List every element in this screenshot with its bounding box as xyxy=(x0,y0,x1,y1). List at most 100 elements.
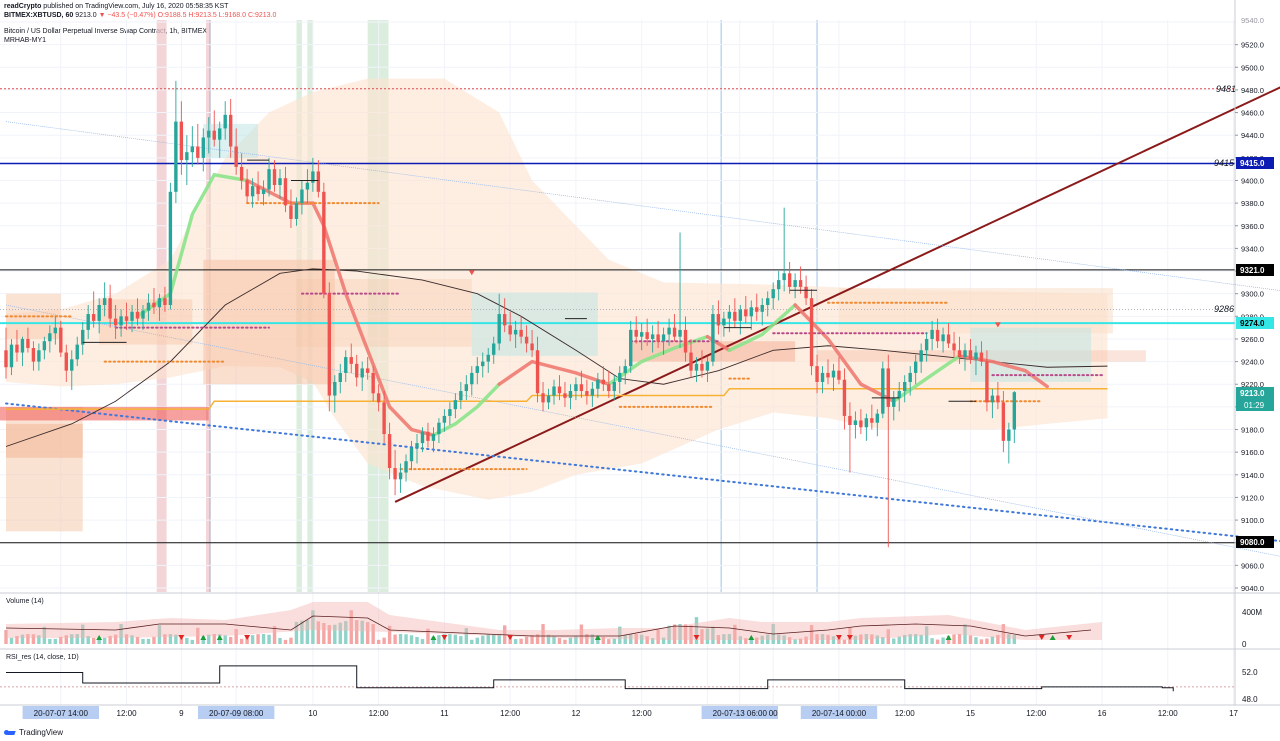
candle-body[interactable] xyxy=(4,350,8,368)
candle-body[interactable] xyxy=(168,191,173,305)
candle-body[interactable] xyxy=(492,343,496,355)
candle-body[interactable] xyxy=(311,171,315,183)
candle-body[interactable] xyxy=(349,357,353,364)
candle-body[interactable] xyxy=(300,189,304,204)
candle-body[interactable] xyxy=(267,169,271,190)
time-axis[interactable]: 20-07-07 14:00 12:00 9 20-07-09 08:00 10 12:0… xyxy=(22,706,1239,719)
candle-body[interactable] xyxy=(716,314,721,326)
candle-body[interactable] xyxy=(683,329,688,353)
candle-body[interactable] xyxy=(322,191,326,294)
candle-body[interactable] xyxy=(48,333,52,342)
candle-body[interactable] xyxy=(645,332,649,339)
candle-body[interactable] xyxy=(990,395,995,403)
candle-body[interactable] xyxy=(826,372,830,378)
candle-body[interactable] xyxy=(376,393,381,403)
candle-body[interactable] xyxy=(607,384,611,392)
candle-body[interactable] xyxy=(957,350,962,358)
candle-body[interactable] xyxy=(365,368,370,373)
candle-body[interactable] xyxy=(568,391,573,398)
candle-body[interactable] xyxy=(201,137,205,158)
candle-body[interactable] xyxy=(771,289,775,299)
candle-body[interactable] xyxy=(524,336,529,344)
candle-body[interactable] xyxy=(1007,429,1011,441)
candle-body[interactable] xyxy=(475,366,479,373)
candle-body[interactable] xyxy=(393,468,397,480)
candle-body[interactable] xyxy=(968,350,973,360)
candle-body[interactable] xyxy=(442,415,447,423)
candle-body[interactable] xyxy=(338,372,342,382)
candle-body[interactable] xyxy=(672,327,677,337)
candle-body[interactable] xyxy=(59,327,63,353)
candle-body[interactable] xyxy=(733,311,737,321)
candle-body[interactable] xyxy=(919,350,923,362)
candle-body[interactable] xyxy=(798,280,803,287)
candle-body[interactable] xyxy=(870,418,874,423)
candle-body[interactable] xyxy=(711,314,715,362)
candle-body[interactable] xyxy=(387,434,392,469)
candle-body[interactable] xyxy=(272,169,277,186)
candle-body[interactable] xyxy=(924,338,929,351)
candle-body[interactable] xyxy=(179,121,184,161)
candle-body[interactable] xyxy=(152,302,156,308)
candle-body[interactable] xyxy=(519,329,523,337)
candle-body[interactable] xyxy=(459,391,463,401)
candle-body[interactable] xyxy=(53,327,58,334)
candle-body[interactable] xyxy=(535,350,540,394)
candle-body[interactable] xyxy=(333,381,337,396)
candle-body[interactable] xyxy=(486,354,490,362)
candle-body[interactable] xyxy=(563,393,567,398)
candle-body[interactable] xyxy=(453,400,458,410)
candle-body[interactable] xyxy=(667,327,671,335)
candle-body[interactable] xyxy=(974,352,978,360)
candle-body[interactable] xyxy=(294,203,299,219)
candle-body[interactable] xyxy=(590,388,595,396)
candle-body[interactable] xyxy=(207,130,211,138)
candle-body[interactable] xyxy=(634,329,638,337)
candle-body[interactable] xyxy=(420,431,425,444)
candle-body[interactable] xyxy=(864,418,869,428)
candle-body[interactable] xyxy=(9,344,14,368)
candle-body[interactable] xyxy=(618,372,622,382)
candle-body[interactable] xyxy=(831,370,836,378)
candle-body[interactable] xyxy=(760,305,764,312)
candle-body[interactable] xyxy=(892,397,896,407)
candle-body[interactable] xyxy=(497,314,501,344)
candle-body[interactable] xyxy=(278,178,282,186)
candle-body[interactable] xyxy=(881,368,885,414)
trend-line[interactable] xyxy=(394,60,1280,503)
candle-body[interactable] xyxy=(223,114,227,129)
candle-body[interactable] xyxy=(502,314,507,326)
candle-body[interactable] xyxy=(174,121,178,192)
candle-body[interactable] xyxy=(596,379,600,389)
candle-body[interactable] xyxy=(842,379,847,416)
candle-body[interactable] xyxy=(431,434,436,441)
candle-body[interactable] xyxy=(557,386,562,394)
candle-body[interactable] xyxy=(404,461,408,473)
candle-body[interactable] xyxy=(283,178,288,206)
candle-body[interactable] xyxy=(727,311,732,319)
candle-body[interactable] xyxy=(804,286,808,299)
candle-body[interactable] xyxy=(530,343,534,351)
candle-body[interactable] xyxy=(355,363,359,378)
candle-body[interactable] xyxy=(694,363,699,371)
candle-body[interactable] xyxy=(15,344,19,353)
candle-body[interactable] xyxy=(650,334,655,339)
candle-body[interactable] xyxy=(848,415,852,425)
candle-body[interactable] xyxy=(903,381,907,392)
candle-body[interactable] xyxy=(579,384,584,392)
candle-body[interactable] xyxy=(930,329,934,339)
candle-body[interactable] xyxy=(941,334,945,342)
candle-body[interactable] xyxy=(820,372,825,382)
candle-body[interactable] xyxy=(108,298,112,319)
candle-body[interactable] xyxy=(37,350,41,362)
candle-body[interactable] xyxy=(20,338,25,353)
candle-body[interactable] xyxy=(470,372,474,385)
candle-body[interactable] xyxy=(996,395,1000,403)
candle-body[interactable] xyxy=(256,186,260,195)
candle-body[interactable] xyxy=(185,152,189,161)
candle-body[interactable] xyxy=(722,318,726,326)
candle-body[interactable] xyxy=(102,298,107,305)
candle-body[interactable] xyxy=(815,366,819,382)
candle-body[interactable] xyxy=(409,447,414,462)
